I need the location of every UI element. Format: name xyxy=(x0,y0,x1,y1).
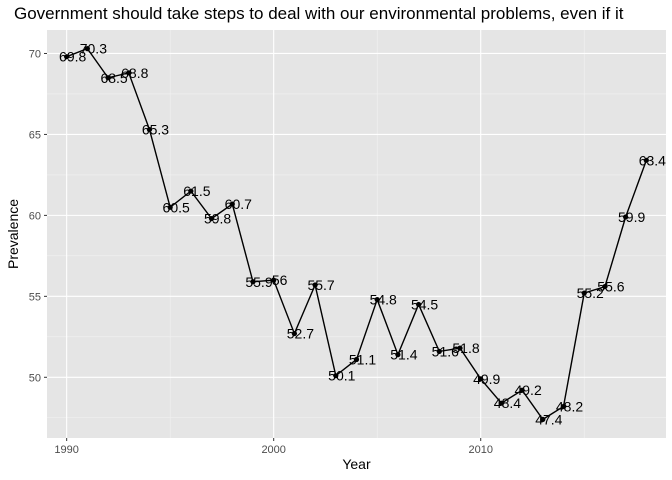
data-label: 55.6 xyxy=(597,279,624,295)
data-point xyxy=(519,387,525,393)
data-label: 65.3 xyxy=(142,122,169,138)
data-label: 60.7 xyxy=(225,196,252,212)
data-label: 51.1 xyxy=(349,351,376,367)
data-label: 60.5 xyxy=(163,199,190,215)
data-label: 48.4 xyxy=(494,395,521,411)
data-label: 51.4 xyxy=(390,347,417,363)
data-point xyxy=(478,376,484,382)
data-point xyxy=(208,216,215,222)
data-point xyxy=(188,188,194,194)
y-tick-label: 70 xyxy=(29,48,41,60)
data-point xyxy=(229,201,235,207)
x-tick-label: 2000 xyxy=(261,444,285,456)
data-point xyxy=(146,126,153,133)
data-label: 59.8 xyxy=(204,211,231,227)
data-label: 54.8 xyxy=(370,292,397,308)
data-label: 54.5 xyxy=(411,296,438,312)
data-label: 48.2 xyxy=(556,398,583,414)
data-label: 51.6 xyxy=(432,343,459,359)
y-tick-label: 55 xyxy=(29,291,41,303)
data-point xyxy=(353,356,360,363)
data-label: 68.5 xyxy=(100,70,127,86)
major-gridlines xyxy=(47,30,666,438)
data-points xyxy=(64,46,649,422)
data-label: 69.8 xyxy=(59,49,86,65)
data-label: 59.9 xyxy=(618,209,645,225)
data-point xyxy=(64,54,70,60)
plot-panel xyxy=(47,30,666,438)
data-point xyxy=(84,46,90,52)
data-labels: 69.870.3 68.568.8 65.3 60.561.5 59.860.7 55.9… xyxy=(59,41,666,428)
data-point xyxy=(643,157,649,163)
data-label: 68.8 xyxy=(121,65,148,81)
data-point xyxy=(416,301,422,308)
y-tick-label: 65 xyxy=(29,129,41,141)
data-label: 49.2 xyxy=(514,382,541,398)
y-tick-label: 60 xyxy=(29,210,41,222)
x-tick-label: 1990 xyxy=(54,444,78,456)
data-point xyxy=(457,345,463,351)
data-point xyxy=(250,279,256,285)
data-point xyxy=(623,214,629,220)
data-point xyxy=(105,75,111,81)
data-point xyxy=(374,296,380,303)
minor-gridlines xyxy=(47,30,666,438)
data-point xyxy=(540,416,546,422)
chart-title: Government should take steps to deal wit… xyxy=(14,4,624,23)
data-point xyxy=(333,373,339,379)
data-label: 63.4 xyxy=(639,152,666,168)
y-axis-title: Prevalence xyxy=(5,199,21,269)
data-label: 55.2 xyxy=(577,285,604,301)
data-point xyxy=(581,290,587,296)
data-point xyxy=(126,70,132,76)
data-label: 61.5 xyxy=(183,183,210,199)
data-label: 55.9 xyxy=(245,274,272,290)
data-label: 55.7 xyxy=(307,277,334,293)
data-label: 49.9 xyxy=(473,371,500,387)
data-point xyxy=(602,284,608,290)
data-point xyxy=(312,282,318,288)
data-point xyxy=(291,330,297,337)
data-label: 51.8 xyxy=(452,340,479,356)
data-point xyxy=(167,204,173,210)
data-point xyxy=(436,348,442,354)
y-tick-label: 50 xyxy=(29,372,41,384)
data-label: 56 xyxy=(272,272,288,288)
y-axis-ticks: 50 55 60 65 70 xyxy=(29,48,47,384)
data-point xyxy=(498,400,505,406)
x-tick-label: 2010 xyxy=(468,444,492,456)
x-axis-title: Year xyxy=(342,456,371,472)
data-point xyxy=(271,277,277,283)
data-label: 52.7 xyxy=(287,326,314,342)
data-point xyxy=(560,403,567,410)
data-point xyxy=(395,352,401,358)
data-label: 70.3 xyxy=(80,41,107,57)
data-label: 47.4 xyxy=(535,411,562,427)
x-axis-ticks: 1990 2000 2010 xyxy=(54,438,493,456)
data-label: 50.1 xyxy=(328,368,355,384)
